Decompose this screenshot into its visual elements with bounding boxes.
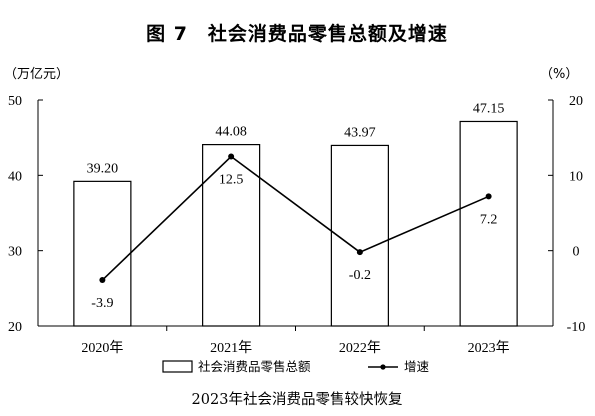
x-tick-label: 2022年 (339, 340, 381, 356)
left-axis-unit: （万亿元） (4, 67, 69, 82)
left-tick-label: 30 (8, 245, 22, 260)
legend-line-marker (380, 364, 386, 370)
growth-point (485, 193, 492, 200)
legend: 社会消费品零售总额 增速 (162, 359, 430, 374)
growth-value-label: 12.5 (219, 173, 244, 188)
bars-group (73, 120, 518, 327)
left-tick-label: 50 (8, 94, 22, 109)
growth-line (101, 155, 489, 281)
left-tick-label: 40 (8, 169, 22, 184)
bar (459, 120, 518, 327)
growth-value-label: 7.2 (480, 212, 498, 227)
x-tick-label: 2021年 (210, 340, 252, 356)
legend-line-label: 增速 (404, 359, 430, 374)
left-tick-label: 20 (8, 320, 22, 335)
growth-value-label: -3.9 (91, 296, 113, 311)
bar-value-label: 39.20 (87, 161, 119, 176)
chart-title: 图 7 社会消费品零售总额及增速 (146, 22, 448, 45)
growth-value-label: -0.2 (349, 268, 371, 283)
data-labels-group: 39.20 44.08 43.97 47.15 -3.9 12.5 -0.2 7.2 (87, 101, 505, 311)
growth-point (228, 153, 235, 160)
chart-caption: 2023年社会消费品零售较快恢复 (192, 390, 403, 408)
x-tick-label: 2023年 (468, 340, 510, 356)
bar-value-label: 43.97 (344, 125, 376, 140)
growth-point (99, 277, 106, 284)
legend-bar-swatch (162, 360, 193, 373)
growth-point (356, 249, 363, 256)
bar (73, 180, 132, 327)
right-tick-label: 0 (573, 245, 580, 260)
right-tick-label: -10 (567, 320, 586, 335)
right-tick-label: 20 (569, 94, 583, 109)
bar-value-label: 44.08 (215, 125, 247, 140)
legend-bar-label: 社会消费品零售总额 (198, 359, 311, 374)
growth-line-group (99, 153, 492, 284)
bar (330, 144, 389, 327)
bar-value-label: 47.15 (473, 101, 505, 116)
x-tick-label: 2020年 (81, 340, 123, 356)
right-axis-unit: （%） (540, 67, 578, 82)
axes: 20 30 40 50 -10 0 10 20 2020年 2021年 2022年 2023年 (8, 94, 585, 356)
right-tick-label: 10 (569, 169, 583, 184)
